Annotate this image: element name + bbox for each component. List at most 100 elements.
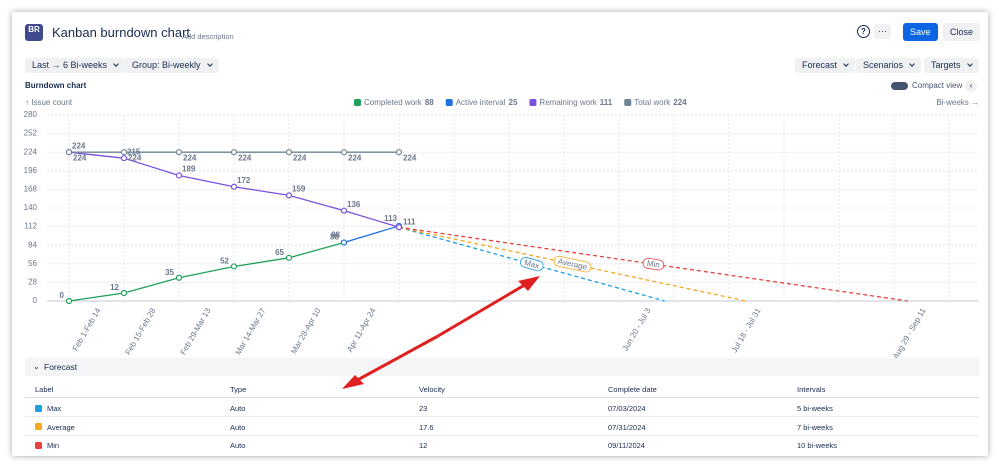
forecast-pill-label: Min	[646, 259, 660, 270]
data-point	[395, 149, 403, 156]
data-label: 65	[275, 248, 284, 257]
collapse-button[interactable]: ‹	[965, 80, 977, 92]
data-label: 113	[384, 214, 397, 223]
row-swatch	[35, 441, 42, 449]
data-label: 111	[403, 217, 416, 226]
data-label: 189	[182, 165, 196, 174]
legend-label: Active interval	[456, 98, 506, 107]
forecast-pill-bg	[520, 256, 544, 272]
data-point	[120, 289, 128, 297]
data-point	[175, 274, 183, 281]
table-cell: 12	[419, 441, 428, 450]
data-point	[120, 155, 128, 162]
forecast-pill-bg	[553, 255, 592, 273]
add-description[interactable]: Add description	[182, 32, 234, 41]
data-label: 224	[403, 153, 417, 162]
header-rule	[25, 397, 979, 398]
data-point	[340, 207, 348, 214]
data-label: 12	[110, 283, 119, 292]
legend-value: 88	[425, 98, 434, 107]
table-cell: Average	[47, 422, 75, 432]
data-point	[285, 192, 293, 199]
page-title: Kanban burndown chart	[52, 25, 191, 40]
data-point	[285, 149, 293, 156]
save-button[interactable]: Save	[903, 23, 938, 41]
y-tick-label: 224	[24, 147, 38, 156]
column-header: Label	[35, 385, 54, 394]
data-label: 52	[220, 257, 229, 266]
data-point	[340, 239, 348, 246]
y-tick-label: 196	[24, 166, 38, 175]
y-tick-label: 112	[24, 222, 37, 231]
data-label: 172	[237, 176, 251, 185]
data-point	[175, 149, 183, 156]
row-swatch	[35, 404, 42, 412]
forecast-menu[interactable]: Forecast	[795, 58, 856, 73]
data-label: 224	[348, 153, 362, 162]
table-cell: 07/31/2024	[608, 422, 646, 432]
forecast-pill: Max	[520, 256, 544, 272]
forecast-section-title: Forecast	[44, 362, 78, 372]
targets-menu[interactable]: Targets	[924, 58, 979, 73]
data-point	[120, 149, 128, 156]
data-label: 224	[128, 153, 142, 162]
data-label: 224	[183, 153, 197, 162]
close-button[interactable]: Close	[943, 23, 981, 41]
range-select[interactable]: Last → 6 Bi-weeks	[25, 58, 126, 73]
x-tick-label: Feb 1-Feb 14	[71, 306, 103, 353]
more-button[interactable]: ···	[874, 24, 891, 39]
data-point	[285, 254, 293, 261]
data-label: 35	[165, 268, 174, 277]
y-tick-label: 0	[33, 296, 38, 305]
table-cell: 7 bi-weeks	[797, 422, 833, 432]
data-point	[175, 172, 183, 179]
compact-view-label: Compact view	[912, 81, 963, 90]
table-cell: Auto	[230, 404, 246, 413]
chart-title: Burndown chart	[25, 81, 87, 90]
forecast-pill: Min	[642, 257, 665, 271]
legend-swatch	[445, 99, 453, 106]
data-point	[395, 224, 403, 231]
chart: ↑ Issue count Bi-weeks → 0 28 56 84 112 140 168 1…	[24, 98, 979, 360]
table-cell: 09/11/2024	[608, 441, 645, 450]
legend-label: Total work	[634, 98, 671, 107]
row-rule	[25, 434, 979, 436]
x-tick-label: Feb 15-Feb 28	[124, 306, 158, 356]
forecast-pill-bg	[642, 257, 665, 271]
legend-value: 224	[673, 98, 687, 107]
y-tick-label: 28	[28, 278, 37, 287]
x-tick-label: Aug 29 - Sep 11	[891, 306, 928, 360]
column-header: Intervals	[797, 385, 826, 394]
row-swatch	[35, 423, 42, 430]
group-select[interactable]: Group: Bi-weekly	[125, 58, 219, 73]
row-rule	[25, 416, 979, 417]
forecast-pill-label: Max	[523, 258, 540, 271]
x-tick-label: Apr 11-Apr 24	[345, 306, 378, 354]
table-cell: 10 bi-weeks	[797, 441, 838, 450]
data-label: 224	[238, 153, 252, 162]
x-tick-label: Mar 14-Mar 27	[234, 306, 268, 356]
data-label: 136	[347, 200, 361, 209]
forecast-section-header[interactable]	[25, 358, 979, 376]
data-label: 88	[331, 231, 340, 240]
y-tick-label: 252	[24, 129, 38, 138]
data-label: 0	[60, 291, 65, 300]
x-tick-label: Jun 20 - Jul 3	[621, 306, 653, 353]
x-tick-label: Jul 18 - Jul 31	[730, 306, 763, 354]
table-cell: Max	[47, 404, 62, 413]
y-tick-label: 56	[28, 259, 37, 268]
legend-swatch	[354, 99, 361, 106]
series-line	[343, 225, 400, 244]
column-header: Complete date	[608, 385, 657, 394]
x-tick-label: Feb 29-Mar 13	[179, 306, 213, 356]
data-point	[230, 183, 238, 190]
y-tick-label: 280	[24, 110, 38, 119]
scenarios-menu[interactable]: Scenarios	[856, 58, 922, 73]
compact-toggle[interactable]	[891, 82, 908, 90]
help-button[interactable]: ?	[857, 25, 870, 38]
table-cell: 5 bi-weeks	[797, 404, 833, 413]
data-label: 224	[72, 141, 86, 150]
x-tick-label: Mar 28-Apr 10	[289, 306, 323, 355]
logo: BR	[25, 24, 43, 41]
table-cell: Min	[47, 441, 60, 450]
